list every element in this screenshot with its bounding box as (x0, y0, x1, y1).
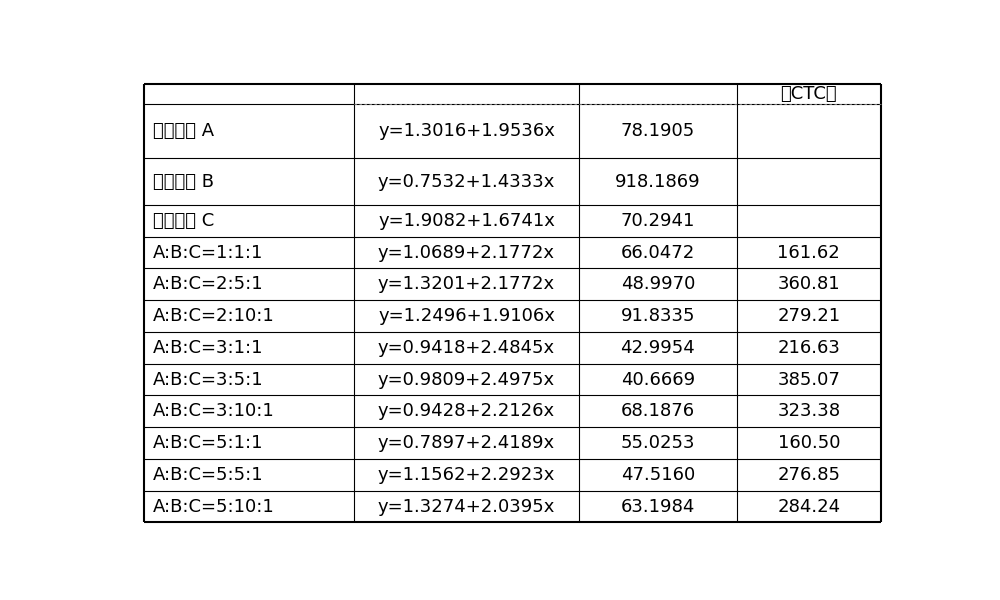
Text: 66.0472: 66.0472 (621, 244, 695, 262)
Text: 42.9954: 42.9954 (621, 339, 695, 357)
Bar (354, 395, 579, 427)
Text: 78.1905: 78.1905 (621, 122, 695, 140)
Text: A:B:C=5:1:1: A:B:C=5:1:1 (153, 434, 264, 452)
Bar (354, 104, 579, 158)
Bar (354, 83, 579, 104)
Text: A:B:C=3:10:1: A:B:C=3:10:1 (153, 403, 275, 421)
Bar (354, 158, 579, 205)
Text: y=1.3201+2.1772x: y=1.3201+2.1772x (378, 275, 555, 293)
Bar (737, 459, 881, 491)
Bar (144, 364, 354, 395)
Bar (354, 268, 579, 300)
Text: A:B:C=1:1:1: A:B:C=1:1:1 (153, 244, 264, 262)
Bar (737, 364, 881, 395)
Bar (579, 83, 737, 104)
Bar (144, 491, 354, 523)
Text: 40.6669: 40.6669 (621, 371, 695, 389)
Bar (737, 300, 881, 332)
Text: 276.85: 276.85 (777, 466, 840, 484)
Bar (144, 205, 354, 236)
Text: A:B:C=2:10:1: A:B:C=2:10:1 (153, 307, 275, 325)
Text: 385.07: 385.07 (777, 371, 840, 389)
Bar (579, 205, 737, 236)
Text: y=0.9809+2.4975x: y=0.9809+2.4975x (378, 371, 555, 389)
Bar (737, 395, 881, 427)
Bar (144, 83, 354, 104)
Text: 63.1984: 63.1984 (621, 497, 695, 515)
Text: 硝砧草锐 C: 硝砧草锐 C (153, 212, 214, 230)
Text: A:B:C=5:10:1: A:B:C=5:10:1 (153, 497, 275, 515)
Bar (579, 158, 737, 205)
Bar (737, 104, 881, 158)
Text: y=0.9418+2.4845x: y=0.9418+2.4845x (378, 339, 555, 357)
Bar (737, 491, 881, 523)
Text: 48.9970: 48.9970 (621, 275, 695, 293)
Text: y=1.2496+1.9106x: y=1.2496+1.9106x (378, 307, 555, 325)
Text: 918.1869: 918.1869 (615, 173, 701, 191)
Bar (579, 104, 737, 158)
Bar (579, 364, 737, 395)
Text: 70.2941: 70.2941 (621, 212, 695, 230)
Bar (737, 205, 881, 236)
Text: y=1.3016+1.9536x: y=1.3016+1.9536x (378, 122, 555, 140)
Text: 91.8335: 91.8335 (621, 307, 695, 325)
Bar (737, 158, 881, 205)
Text: 异噌草松 A: 异噌草松 A (153, 122, 214, 140)
Bar (737, 332, 881, 364)
Text: y=0.7897+2.4189x: y=0.7897+2.4189x (378, 434, 555, 452)
Bar (737, 236, 881, 268)
Bar (579, 332, 737, 364)
Text: 216.63: 216.63 (777, 339, 840, 357)
Bar (737, 83, 881, 104)
Text: 二甲戊灵 B: 二甲戊灵 B (153, 173, 214, 191)
Text: 360.81: 360.81 (778, 275, 840, 293)
Text: A:B:C=3:5:1: A:B:C=3:5:1 (153, 371, 264, 389)
Text: 279.21: 279.21 (777, 307, 840, 325)
Bar (579, 427, 737, 459)
Text: y=1.9082+1.6741x: y=1.9082+1.6741x (378, 212, 555, 230)
Text: （CTC）: （CTC） (781, 85, 837, 103)
Bar (579, 268, 737, 300)
Text: 323.38: 323.38 (777, 403, 840, 421)
Bar (144, 268, 354, 300)
Bar (144, 236, 354, 268)
Bar (354, 364, 579, 395)
Bar (579, 236, 737, 268)
Text: y=1.0689+2.1772x: y=1.0689+2.1772x (378, 244, 555, 262)
Bar (144, 332, 354, 364)
Bar (354, 236, 579, 268)
Bar (737, 268, 881, 300)
Text: 55.0253: 55.0253 (621, 434, 695, 452)
Bar (144, 300, 354, 332)
Bar (144, 427, 354, 459)
Text: y=1.1562+2.2923x: y=1.1562+2.2923x (378, 466, 555, 484)
Text: 161.62: 161.62 (777, 244, 840, 262)
Text: 160.50: 160.50 (778, 434, 840, 452)
Text: y=0.9428+2.2126x: y=0.9428+2.2126x (378, 403, 555, 421)
Bar (579, 459, 737, 491)
Bar (579, 300, 737, 332)
Text: A:B:C=5:5:1: A:B:C=5:5:1 (153, 466, 264, 484)
Bar (354, 205, 579, 236)
Bar (354, 491, 579, 523)
Text: y=1.3274+2.0395x: y=1.3274+2.0395x (378, 497, 555, 515)
Text: 47.5160: 47.5160 (621, 466, 695, 484)
Bar (579, 395, 737, 427)
Text: A:B:C=3:1:1: A:B:C=3:1:1 (153, 339, 264, 357)
Text: y=0.7532+1.4333x: y=0.7532+1.4333x (378, 173, 555, 191)
Text: A:B:C=2:5:1: A:B:C=2:5:1 (153, 275, 264, 293)
Bar (354, 332, 579, 364)
Text: 68.1876: 68.1876 (621, 403, 695, 421)
Text: 284.24: 284.24 (777, 497, 840, 515)
Bar (354, 459, 579, 491)
Bar (737, 427, 881, 459)
Bar (144, 158, 354, 205)
Bar (144, 459, 354, 491)
Bar (354, 300, 579, 332)
Bar (144, 395, 354, 427)
Bar (579, 491, 737, 523)
Bar (144, 104, 354, 158)
Bar (354, 427, 579, 459)
